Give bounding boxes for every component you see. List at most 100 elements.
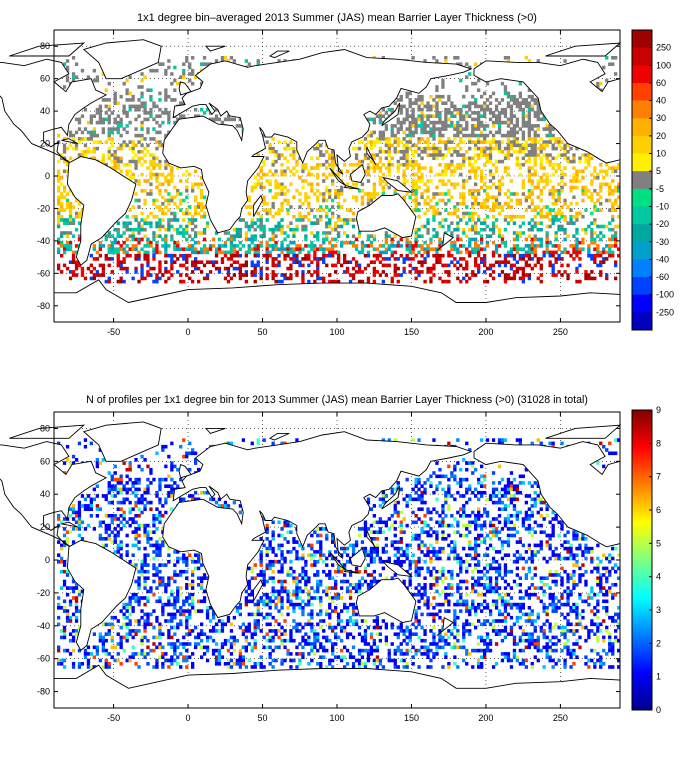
- data-cell: [280, 247, 284, 251]
- colorbar1-swatch: [632, 224, 652, 243]
- data-cell: [488, 94, 493, 99]
- data-cell: [65, 247, 70, 251]
- data-cell: [545, 540, 549, 544]
- data-cell: [262, 224, 266, 229]
- data-cell: [170, 487, 174, 492]
- data-cell: [119, 481, 123, 485]
- data-cell: [569, 159, 573, 164]
- data-cell: [527, 94, 531, 99]
- data-cell: [143, 458, 147, 462]
- data-cell: [551, 250, 555, 255]
- data-cell: [375, 253, 379, 258]
- data-cell: [384, 150, 388, 154]
- data-cell: [378, 520, 382, 525]
- data-cell: [98, 507, 102, 511]
- data-cell: [316, 221, 320, 225]
- y-tick-label: -40: [37, 236, 50, 246]
- data-cell: [378, 159, 382, 164]
- data-cell: [512, 101, 517, 105]
- data-cell: [369, 244, 374, 248]
- data-cell: [477, 244, 481, 248]
- data-cell: [68, 208, 73, 212]
- data-cell: [137, 107, 141, 112]
- data-cell: [432, 120, 436, 125]
- data-cell: [277, 224, 281, 229]
- data-cell: [191, 247, 195, 251]
- data-cell: [536, 260, 540, 264]
- data-cell: [384, 247, 388, 251]
- data-cell: [182, 279, 186, 284]
- data-cell: [313, 166, 317, 170]
- data-cell: [322, 253, 326, 258]
- data-cell: [71, 257, 76, 261]
- data-cell: [268, 250, 272, 255]
- data-cell: [60, 244, 64, 248]
- data-cell: [506, 497, 511, 502]
- data-cell: [116, 550, 120, 554]
- data-cell: [122, 104, 126, 109]
- data-cell: [459, 195, 463, 200]
- data-cell: [313, 279, 317, 284]
- data-cell: [551, 253, 555, 258]
- data-cell: [283, 520, 287, 525]
- data-cell: [557, 189, 561, 193]
- data-cell: [232, 500, 236, 505]
- data-cell: [77, 514, 82, 518]
- data-cell: [491, 202, 496, 206]
- data-cell: [512, 497, 517, 502]
- data-cell: [608, 185, 612, 190]
- data-cell: [283, 169, 287, 174]
- data-cell: [491, 270, 496, 274]
- data-cell: [277, 546, 281, 551]
- data-cell: [375, 192, 379, 196]
- data-cell: [417, 104, 421, 109]
- data-cell: [316, 143, 320, 148]
- data-cell: [384, 231, 388, 235]
- data-cell: [200, 176, 204, 180]
- data-cell: [143, 75, 147, 79]
- data-cell: [506, 487, 511, 492]
- data-cell: [348, 218, 353, 222]
- data-cell: [515, 159, 519, 164]
- data-cell: [444, 500, 448, 505]
- data-cell: [536, 179, 540, 183]
- data-cell: [244, 273, 248, 277]
- data-cell: [57, 172, 61, 177]
- data-cell: [500, 182, 505, 187]
- data-cell: [527, 247, 531, 251]
- data-cell: [405, 159, 409, 164]
- data-cell: [563, 247, 567, 251]
- data-cell: [491, 133, 496, 138]
- data-cell: [211, 497, 216, 502]
- data-cell: [518, 146, 522, 151]
- data-cell: [611, 244, 615, 248]
- data-cell: [560, 441, 564, 446]
- data-cell: [527, 127, 531, 131]
- data-cell: [289, 530, 293, 534]
- data-cell: [515, 117, 519, 122]
- data-cell: [524, 517, 528, 521]
- data-cell: [435, 150, 439, 154]
- data-cell: [340, 218, 344, 222]
- data-cell: [334, 550, 338, 554]
- data-cell: [474, 176, 478, 180]
- data-cell: [474, 240, 478, 245]
- data-cell: [468, 214, 472, 219]
- data-cell: [390, 240, 394, 245]
- data-cell: [182, 75, 186, 79]
- data-cell: [432, 218, 436, 222]
- data-cell: [420, 120, 424, 125]
- data-cell: [200, 192, 204, 196]
- data-cell: [539, 198, 543, 203]
- data-cell: [155, 514, 159, 518]
- data-cell: [95, 464, 99, 469]
- data-cell: [348, 163, 353, 167]
- data-cell: [456, 224, 460, 229]
- data-cell: [372, 247, 376, 251]
- data-cell: [381, 497, 385, 502]
- data-cell: [354, 270, 359, 274]
- data-cell: [494, 247, 499, 251]
- data-cell: [480, 130, 484, 135]
- data-cell: [289, 276, 293, 281]
- data-cell: [277, 185, 281, 190]
